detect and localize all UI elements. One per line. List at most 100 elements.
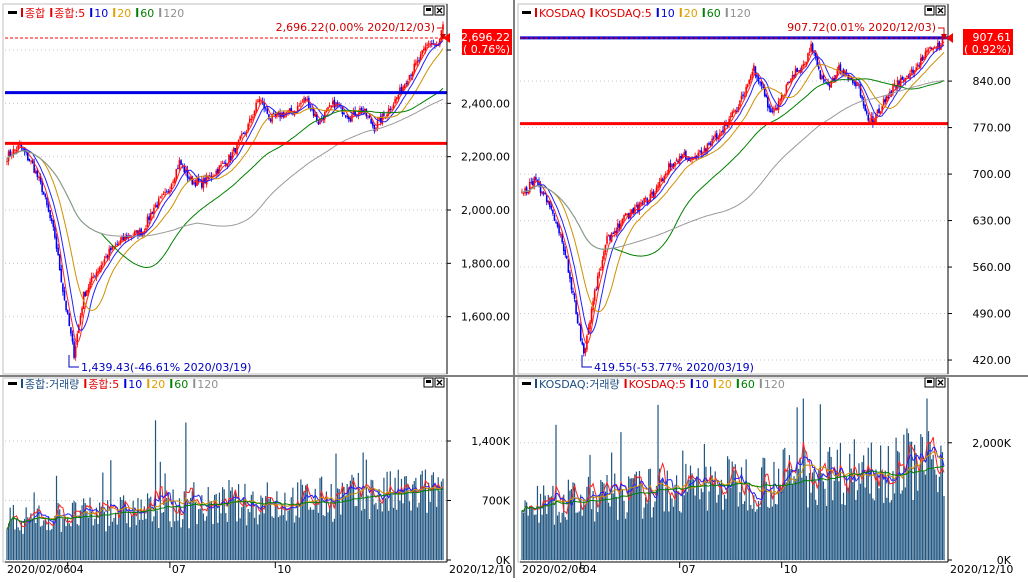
kospi-volume-bar <box>198 509 200 560</box>
kospi-candle-body <box>103 259 106 263</box>
kospi-volume-bar <box>442 478 444 560</box>
kosdaq-volume-bar <box>906 428 908 560</box>
kospi-price-legend-item: 종합 <box>25 7 45 20</box>
kospi-candle-body <box>71 333 74 342</box>
kospi-volume-bar <box>298 517 300 560</box>
kosdaq-volume-bar <box>645 497 647 560</box>
kosdaq-candle-body <box>530 181 533 183</box>
kosdaq-current-change: ( 0.92%) <box>964 43 1011 56</box>
kospi-candle-body <box>46 197 48 206</box>
kospi-volume-bar <box>311 509 313 560</box>
kosdaq-candle-body <box>584 348 587 354</box>
kosdaq-candle-body <box>590 308 593 322</box>
kospi-candle-body <box>277 111 280 115</box>
kosdaq-candle-body <box>842 69 845 76</box>
kospi-candle-body <box>63 290 66 300</box>
kospi-volume-bar <box>97 524 99 560</box>
kosdaq-volume-bar <box>774 503 777 560</box>
kosdaq-price-window-buttons <box>924 5 946 16</box>
kosdaq-volume-bar <box>765 481 767 560</box>
kosdaq-volume-bar <box>600 479 602 560</box>
kospi-candle-body <box>245 132 248 134</box>
kospi-candle-body <box>298 105 301 107</box>
kosdaq-candle-body <box>712 137 715 139</box>
kospi-volume-bar <box>52 520 54 560</box>
kospi-volume-bar <box>17 527 19 560</box>
kospi-volume-bar <box>143 506 145 560</box>
kosdaq-candle-body <box>754 66 757 76</box>
kosdaq-candle-body <box>541 191 543 195</box>
kospi-candle-body <box>215 170 218 175</box>
kosdaq-volume-bar <box>529 505 531 560</box>
kospi-candle-body <box>325 109 328 113</box>
kospi-volume-bar <box>87 517 90 560</box>
kosdaq-volume-bar <box>546 513 548 560</box>
kosdaq-volume-bar <box>674 484 676 560</box>
kosdaq-volume-bar <box>587 476 590 560</box>
kospi-candle-body <box>226 163 229 167</box>
kospi-candle-body <box>269 119 272 121</box>
kospi-volume-bar <box>424 469 427 560</box>
kosdaq-candle-body <box>937 42 939 49</box>
kospi-candle-body <box>108 248 111 259</box>
kosdaq-volume-bar <box>689 465 692 560</box>
kosdaq-volume-bar <box>770 489 772 560</box>
kospi-price-legend-marker <box>136 8 139 17</box>
kospi-volume-bar <box>186 501 189 560</box>
kosdaq-candle-body <box>555 221 557 223</box>
kospi-volume-bar <box>319 477 321 560</box>
kospi-candle-body <box>408 75 411 80</box>
kosdaq-volume-bar <box>694 495 696 560</box>
kospi-volume-bar <box>54 515 56 560</box>
kosdaq-candle-body <box>635 204 638 207</box>
kospi-candle-body <box>223 162 226 164</box>
kosdaq-candle-body <box>688 157 690 161</box>
kosdaq-volume-bar <box>841 504 843 560</box>
kospi-candle-body <box>94 276 96 278</box>
kospi-volume-bar <box>423 485 425 560</box>
kospi-volume-bar <box>175 505 177 560</box>
kosdaq-volume-close-icon <box>937 379 944 386</box>
kosdaq-volume-bar <box>812 472 814 560</box>
kospi-candle-body <box>125 234 128 239</box>
kosdaq-volume-bar <box>918 472 920 560</box>
kosdaq-price-legend-marker <box>590 8 593 17</box>
kosdaq-low-annotation-pointer <box>581 355 592 368</box>
kospi-volume-bar <box>51 529 53 560</box>
kosdaq-candle-body <box>595 289 597 291</box>
kospi-volume-bar <box>370 479 372 560</box>
kosdaq-volume-bar <box>598 494 600 560</box>
kosdaq-volume-bar <box>584 505 586 560</box>
kospi-candle-body <box>338 104 340 106</box>
kospi-volume-bar <box>194 502 197 560</box>
kospi-volume-bar <box>308 509 310 560</box>
kosdaq-candle-body <box>623 215 625 220</box>
kosdaq-candle-body <box>675 159 678 162</box>
kospi-volume-legend-marker <box>124 379 127 388</box>
kospi-volume-bar <box>174 521 176 560</box>
kospi-candle-body <box>86 290 88 296</box>
kosdaq-volume-bar <box>703 444 706 560</box>
kosdaq-volume-bar <box>750 505 752 560</box>
kospi-candle-body <box>397 95 400 99</box>
kospi-ytick-label: 1,800.00 <box>461 257 510 270</box>
kospi-candle-body <box>327 107 329 112</box>
kospi-candle-body <box>133 231 136 236</box>
kospi-candle-body <box>357 113 360 117</box>
kospi-candle-body <box>58 254 61 271</box>
kospi-volume-bar <box>391 494 393 560</box>
kosdaq-volume-bar <box>801 477 803 560</box>
kosdaq-candle-body <box>553 215 556 221</box>
kospi-volume-bar <box>146 493 149 560</box>
kosdaq-volume-bar <box>827 451 829 560</box>
kosdaq-candle-body <box>641 203 644 205</box>
kospi-volume-bar <box>305 485 307 560</box>
kosdaq-volume-bar <box>915 453 917 560</box>
kospi-volume-bar <box>180 527 182 560</box>
kospi-candle-body <box>239 136 241 140</box>
kospi-volume-bar <box>62 518 64 560</box>
kosdaq-candle-body <box>572 290 574 293</box>
kosdaq-volume-bar <box>934 469 936 560</box>
kospi-current-value: 2,696.22 <box>461 31 510 44</box>
kospi-volume-bar <box>31 518 34 560</box>
